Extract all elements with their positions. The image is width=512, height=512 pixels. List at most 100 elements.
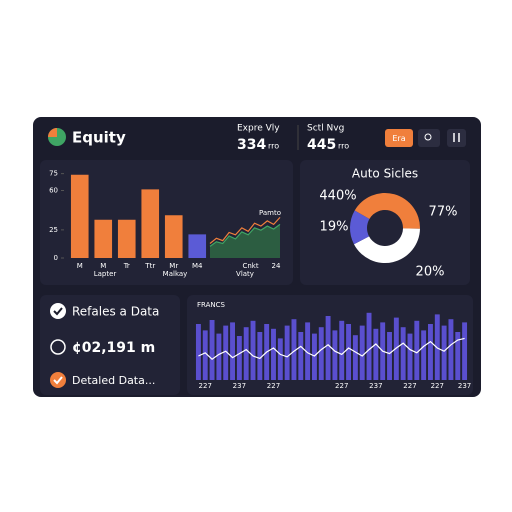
bar [271, 328, 276, 380]
coin-icon [50, 339, 66, 355]
bar [387, 332, 392, 380]
x-tick-label: Tr [123, 262, 130, 270]
bar [250, 320, 256, 380]
pause-icon [453, 133, 460, 142]
area [210, 224, 280, 258]
bar [366, 312, 372, 380]
x-tick-label: 227 [403, 382, 416, 390]
bar [455, 332, 461, 380]
line [209, 223, 281, 247]
bar [325, 316, 331, 380]
x-tick-label: 227 [267, 382, 280, 390]
bar [243, 327, 249, 380]
button-label[interactable]: Era [392, 134, 405, 143]
chart-title: Pamto [259, 209, 281, 217]
bar [305, 322, 311, 380]
check-mark [53, 307, 63, 316]
bar [414, 320, 420, 380]
search-button[interactable] [418, 129, 440, 147]
bar [400, 327, 406, 380]
x-tick-label: 237 [369, 382, 382, 390]
bar [195, 324, 201, 380]
y-tick-label: 0 [54, 254, 58, 262]
legend-label: Vlaty [236, 270, 254, 278]
line [209, 216, 281, 244]
bar [373, 328, 379, 380]
x-tick-label: Mr [169, 262, 178, 270]
bar [311, 333, 317, 380]
bar [393, 317, 399, 380]
bar [441, 325, 447, 380]
x-tick-label: 227 [199, 382, 212, 390]
donut-label: 440% [319, 189, 356, 204]
pause-button[interactable] [447, 129, 466, 147]
bar [94, 219, 113, 258]
check-icon [50, 372, 66, 388]
check-icon [50, 303, 66, 319]
stat-value: 334 [237, 137, 266, 153]
donut-label: 20% [416, 265, 445, 280]
bar [117, 219, 136, 258]
x-tick-label: M [100, 262, 106, 270]
bar [230, 322, 235, 380]
x-tick-label: 24 [272, 262, 281, 270]
y-tick-label: 75 [49, 170, 58, 178]
bar [188, 234, 207, 258]
search-icon [424, 133, 432, 141]
bar [318, 327, 324, 380]
x-tick-label: 227 [335, 382, 348, 390]
stat-label: Sctl Nvg [307, 124, 344, 134]
bar [291, 319, 297, 380]
bar [216, 333, 222, 380]
bar [339, 320, 345, 380]
bar [448, 319, 454, 380]
bar [298, 332, 304, 380]
bar [332, 330, 338, 380]
donut-label: 77% [429, 205, 458, 220]
trend-line [198, 337, 465, 360]
x-tick-label: M4 [192, 262, 203, 270]
bar [209, 320, 215, 380]
panel [300, 160, 470, 285]
logo-part [48, 128, 57, 137]
item-label: Detaled Data... [72, 374, 155, 387]
donut-segment [353, 228, 420, 263]
x-tick-label: 237 [458, 382, 471, 390]
bar [202, 330, 208, 380]
bar [141, 189, 160, 258]
x-tick-label: M [77, 262, 83, 270]
x-tick-label: Ttr [144, 262, 155, 270]
panel [40, 295, 180, 395]
bar [70, 174, 89, 258]
bar [236, 336, 242, 380]
bar [257, 332, 263, 380]
bar [462, 322, 468, 380]
bar [284, 325, 290, 380]
check-mark [53, 376, 63, 385]
legend-label: Lapter [94, 270, 117, 278]
x-tick-label: 227 [431, 382, 444, 390]
app-title: Equity [72, 129, 126, 147]
stat-unit: rro [268, 142, 279, 151]
stat-unit: rro [338, 142, 349, 151]
stat-value: 445 [307, 137, 336, 153]
donut-segment [350, 210, 370, 245]
donut-segment [354, 193, 420, 229]
chart-title: FRANCS [197, 301, 226, 309]
bar [359, 325, 365, 380]
legend-label: Malkay [163, 270, 188, 278]
bar [352, 335, 358, 380]
bar [407, 333, 413, 380]
bar [421, 330, 427, 380]
bar [346, 324, 352, 380]
x-tick-label: Cnkt [242, 262, 258, 270]
donut-label: 19% [320, 220, 349, 235]
item-value: ¢02,191 m [72, 340, 155, 356]
bar [223, 325, 229, 380]
bar [164, 215, 183, 258]
x-tick-label: 237 [233, 382, 246, 390]
button[interactable] [385, 129, 413, 147]
stat-label: Expre Vly [237, 124, 280, 134]
bar [428, 324, 433, 380]
